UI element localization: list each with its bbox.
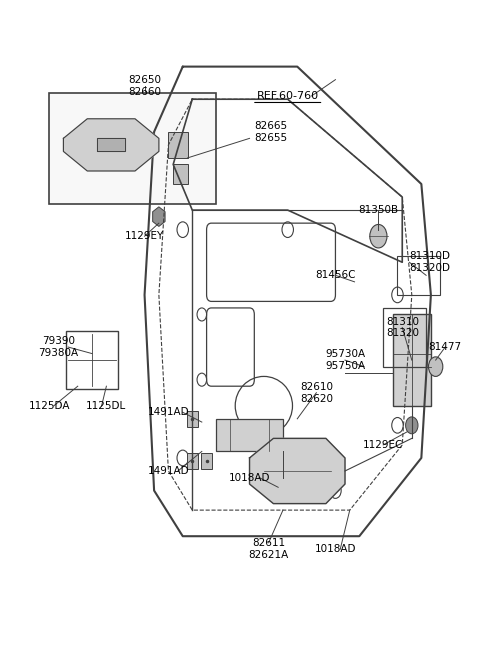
Bar	[187, 411, 198, 426]
Text: 1491AD: 1491AD	[148, 466, 189, 476]
Text: 81310
81320: 81310 81320	[386, 317, 419, 338]
Polygon shape	[63, 119, 159, 171]
Polygon shape	[250, 438, 345, 504]
Text: 82610
82620: 82610 82620	[300, 382, 333, 403]
Bar	[397, 255, 441, 295]
Polygon shape	[97, 138, 125, 151]
Circle shape	[429, 357, 443, 377]
Bar	[201, 453, 212, 469]
Text: 81350B: 81350B	[359, 205, 398, 215]
Text: 81310D
81320D: 81310D 81320D	[409, 252, 450, 273]
Text: 1491AD: 1491AD	[148, 407, 189, 417]
Text: 95730A
95750A: 95730A 95750A	[325, 349, 365, 371]
Text: 81456C: 81456C	[315, 271, 356, 280]
Bar	[173, 164, 188, 184]
Bar	[49, 93, 216, 204]
Text: REF.60-760: REF.60-760	[257, 91, 319, 101]
Text: 1018AD: 1018AD	[315, 544, 356, 554]
Text: 82665
82655: 82665 82655	[254, 121, 288, 143]
Text: 82650
82660: 82650 82660	[128, 75, 161, 97]
Bar	[383, 308, 426, 367]
Text: 1125DL: 1125DL	[86, 401, 127, 411]
Circle shape	[370, 225, 387, 248]
Text: 81477: 81477	[429, 342, 462, 352]
Bar	[187, 453, 198, 469]
Circle shape	[406, 417, 418, 434]
Bar	[168, 132, 188, 158]
Text: 79390
79380A: 79390 79380A	[38, 336, 79, 358]
Text: 82611
82621A: 82611 82621A	[249, 538, 289, 560]
Text: 1129EC: 1129EC	[363, 440, 403, 450]
Text: 1018AD: 1018AD	[229, 472, 270, 483]
Text: 1129EY: 1129EY	[125, 231, 164, 241]
Bar	[393, 314, 431, 405]
Bar	[216, 419, 283, 451]
Text: 1125DA: 1125DA	[28, 401, 70, 411]
